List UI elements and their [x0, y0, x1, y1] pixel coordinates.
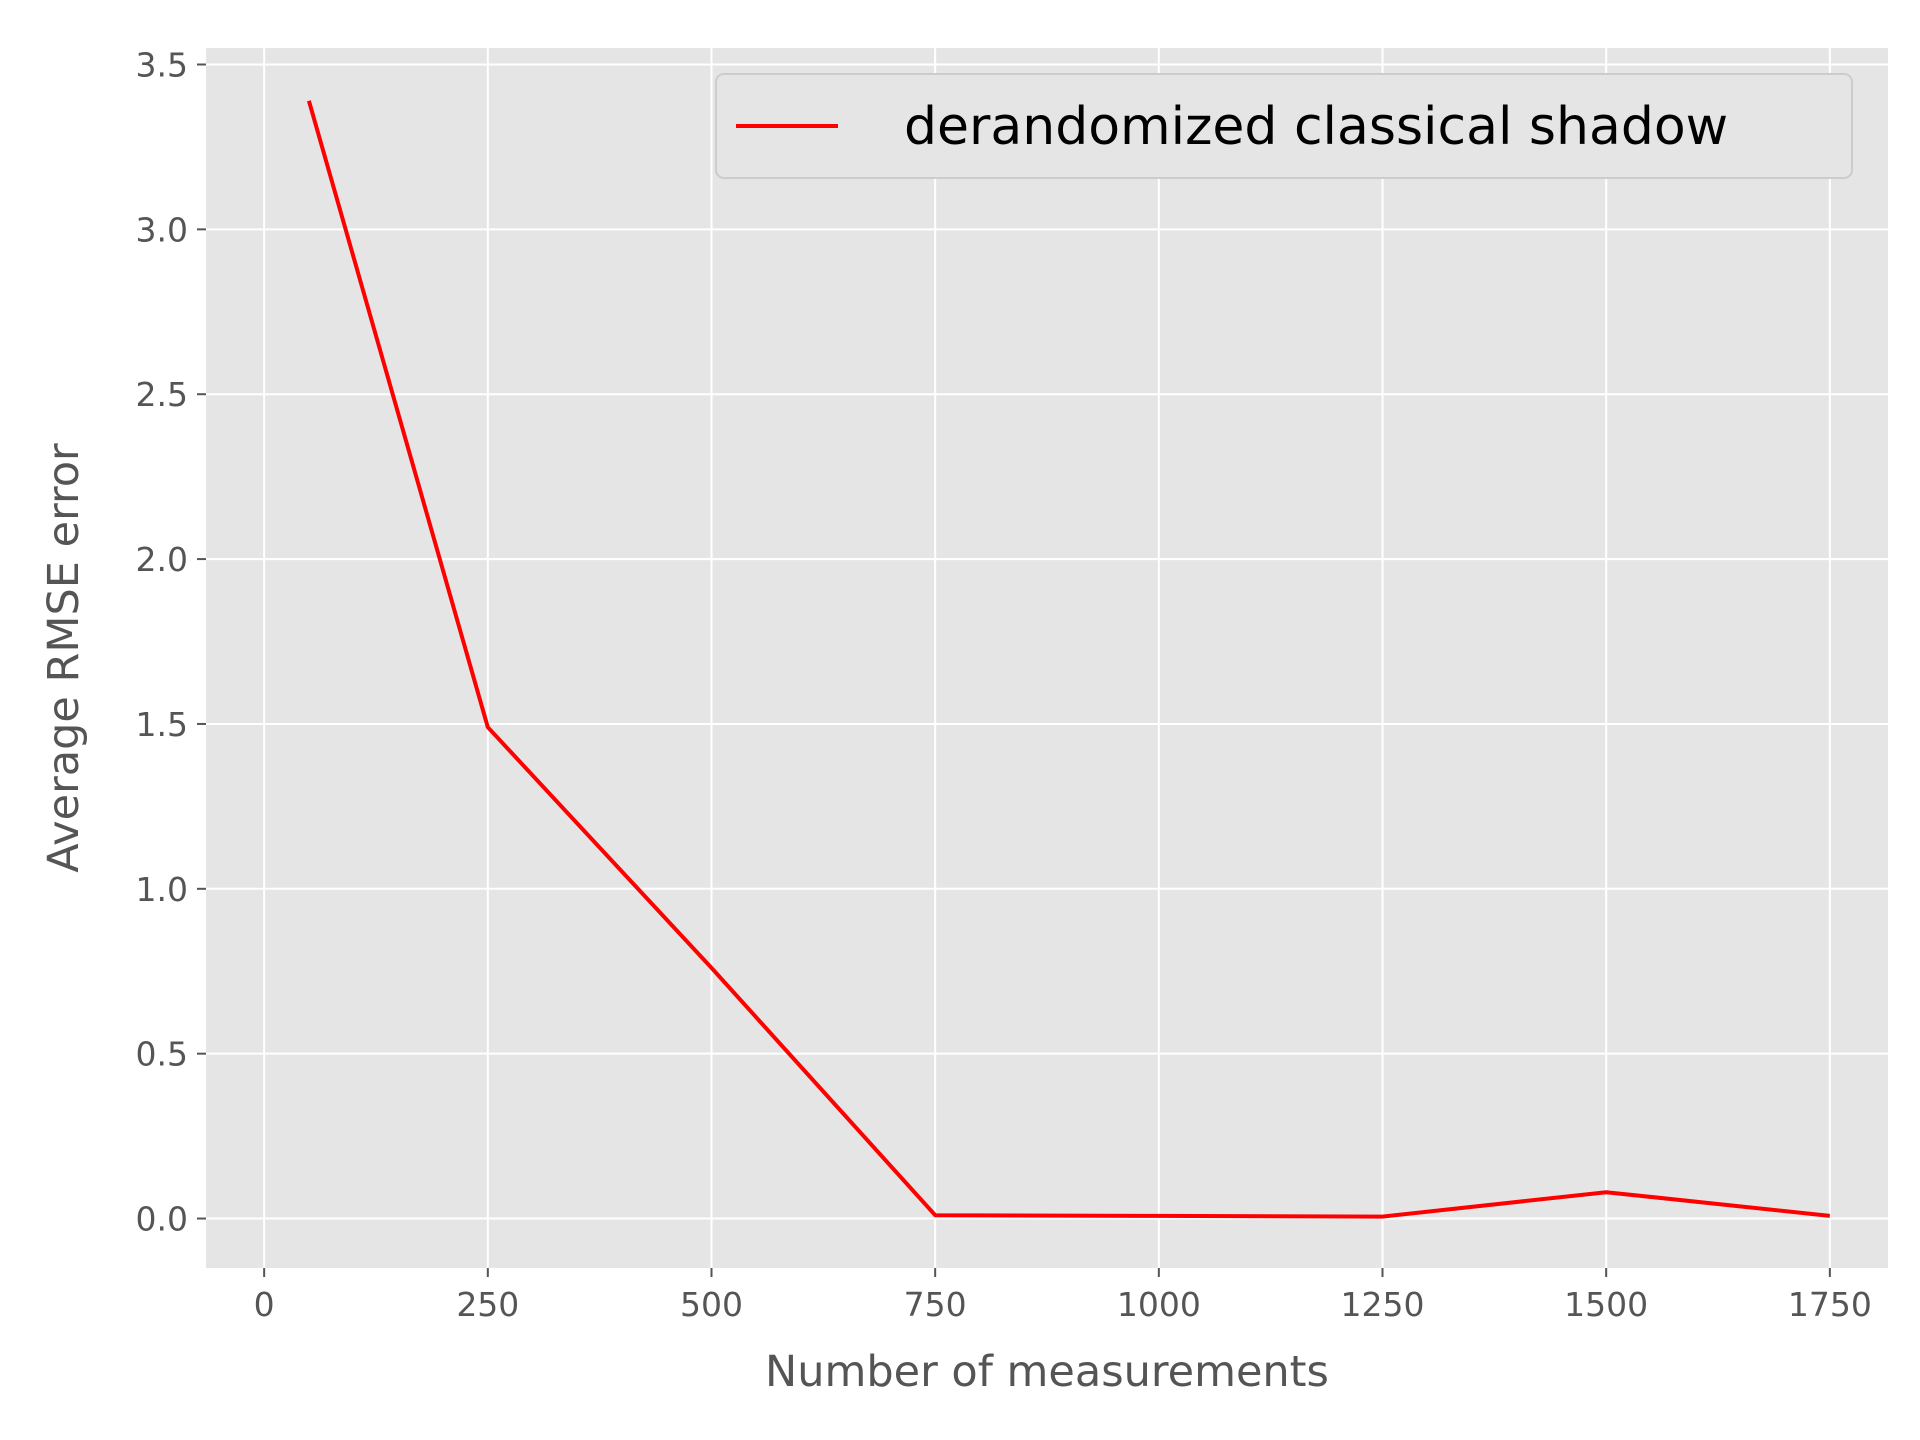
y-tick-label: 0.0 — [136, 1200, 188, 1239]
legend: derandomized classical shadow — [715, 73, 1853, 179]
y-tick-label: 2.5 — [136, 375, 188, 414]
x-tick-label: 1750 — [1788, 1285, 1872, 1324]
series-layer — [306, 100, 1831, 1219]
legend-box — [715, 73, 1853, 179]
y-tick-label: 1.5 — [136, 705, 188, 744]
x-tick-label: 1250 — [1341, 1285, 1425, 1324]
x-axis-label: Number of measurements — [765, 1347, 1329, 1397]
x-tick-label: 500 — [680, 1285, 743, 1324]
plot-area — [206, 48, 1888, 1268]
x-tick-label: 750 — [904, 1285, 967, 1324]
series-line — [306, 100, 1831, 1219]
x-tick-label: 250 — [456, 1285, 519, 1324]
y-tick-label: 3.5 — [136, 45, 188, 84]
legend-label: derandomized classical shadow — [904, 97, 1728, 157]
y-tick-label: 3.0 — [136, 210, 188, 249]
y-axis-label: Average RMSE error — [39, 443, 89, 873]
y-tick-label: 1.0 — [136, 870, 188, 909]
x-tick-label: 1000 — [1117, 1285, 1201, 1324]
y-tick-label: 2.0 — [136, 540, 188, 579]
axis-ticks: 0 250 500 750 1000 1250 1500 1750 0.0 0.5 1.0 1.5 2.… — [136, 45, 1872, 1324]
x-tick-label: 1500 — [1564, 1285, 1648, 1324]
x-tick-label: 0 — [254, 1285, 275, 1324]
y-tick-label: 0.5 — [136, 1035, 188, 1074]
